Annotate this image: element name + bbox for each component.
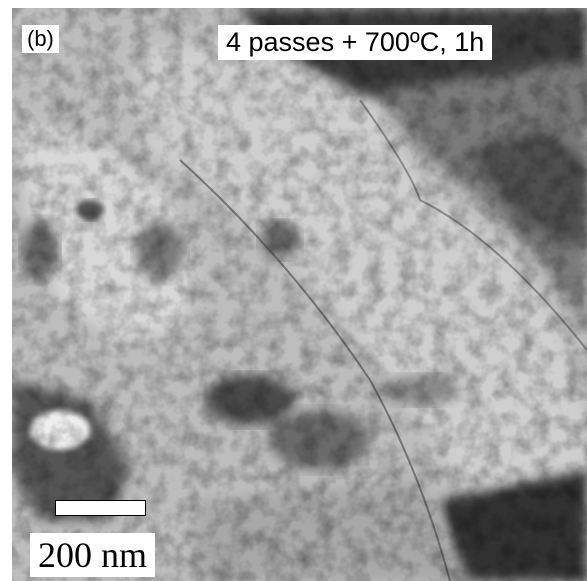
tem-image (0, 0, 587, 581)
condition-label: 4 passes + 700ºC, 1h (218, 25, 492, 60)
scale-bar-label: 200 nm (30, 533, 155, 577)
micrograph-panel: (b) 4 passes + 700ºC, 1h 200 nm (0, 0, 587, 581)
panel-label: (b) (22, 25, 59, 53)
scale-bar (55, 500, 146, 516)
